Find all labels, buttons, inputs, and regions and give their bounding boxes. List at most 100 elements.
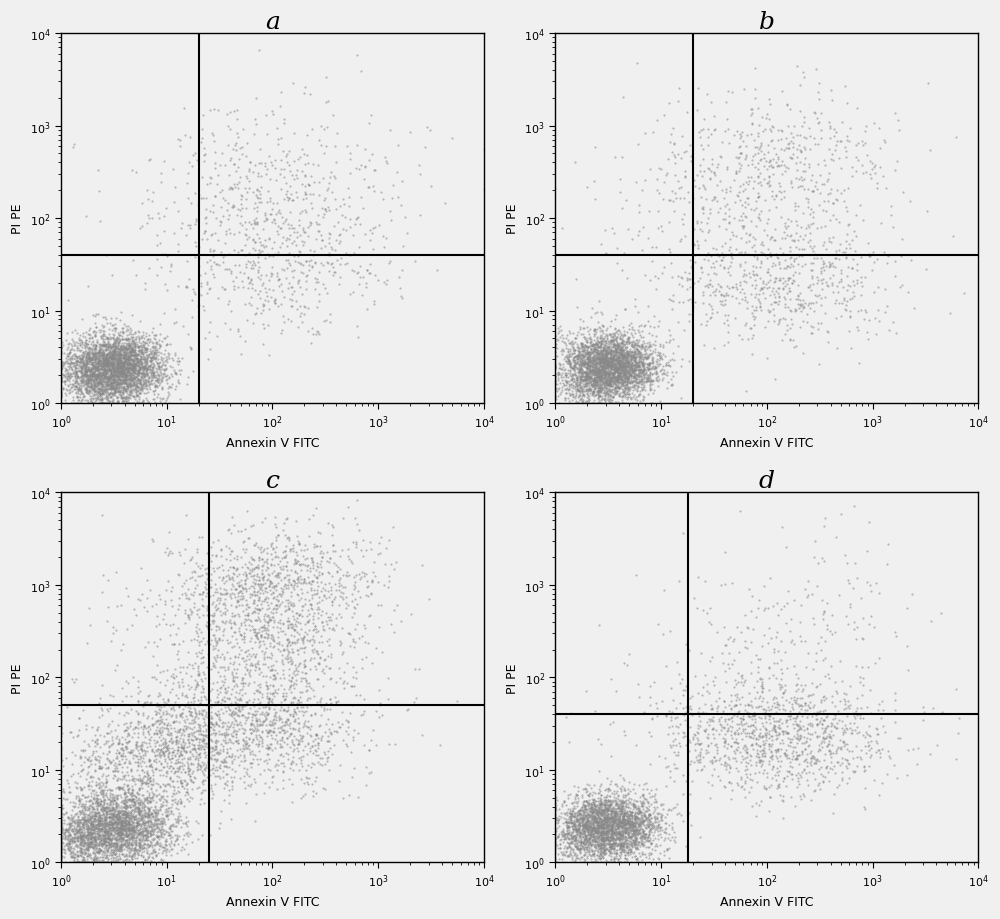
Point bbox=[614, 828, 630, 843]
Point bbox=[134, 360, 150, 375]
Point bbox=[612, 365, 628, 380]
Point bbox=[588, 377, 604, 391]
Point bbox=[139, 764, 155, 778]
Point bbox=[160, 803, 176, 818]
Point bbox=[587, 381, 603, 396]
Point bbox=[91, 323, 107, 338]
Point bbox=[110, 367, 126, 381]
Point bbox=[197, 211, 213, 226]
Point bbox=[53, 734, 69, 749]
Point bbox=[616, 358, 632, 373]
Point bbox=[859, 727, 875, 742]
Point bbox=[125, 819, 141, 834]
Point bbox=[324, 622, 340, 637]
Point bbox=[605, 825, 621, 840]
Point bbox=[751, 294, 767, 309]
Point bbox=[605, 382, 621, 397]
Point bbox=[584, 366, 600, 380]
Point bbox=[255, 571, 271, 585]
Point bbox=[125, 846, 141, 861]
Point bbox=[180, 729, 196, 743]
Point bbox=[118, 373, 134, 388]
Point bbox=[630, 826, 646, 841]
Point bbox=[86, 831, 102, 845]
Point bbox=[264, 216, 280, 231]
Point bbox=[599, 788, 615, 802]
Point bbox=[60, 810, 76, 824]
Point bbox=[131, 823, 147, 837]
Point bbox=[301, 178, 317, 193]
Point bbox=[835, 280, 851, 295]
Point bbox=[618, 823, 634, 837]
Point bbox=[617, 835, 633, 850]
Point bbox=[76, 799, 92, 813]
Point bbox=[100, 370, 116, 385]
Point bbox=[633, 363, 649, 378]
Point bbox=[584, 797, 600, 811]
Point bbox=[90, 362, 106, 377]
Point bbox=[55, 382, 71, 397]
Point bbox=[78, 348, 94, 363]
Point bbox=[129, 815, 145, 830]
Point bbox=[162, 264, 178, 278]
Point bbox=[101, 396, 117, 411]
Point bbox=[617, 782, 633, 797]
Point bbox=[151, 817, 167, 832]
Point bbox=[136, 340, 152, 355]
Point bbox=[117, 346, 133, 361]
Point bbox=[237, 238, 253, 253]
Point bbox=[652, 352, 668, 367]
Point bbox=[567, 389, 583, 403]
Point bbox=[560, 333, 576, 347]
Point bbox=[837, 302, 853, 317]
Point bbox=[591, 833, 607, 847]
Point bbox=[597, 797, 613, 811]
Point bbox=[654, 224, 670, 239]
Point bbox=[776, 184, 792, 199]
Point bbox=[71, 824, 87, 839]
Point bbox=[719, 757, 735, 772]
Point bbox=[136, 794, 152, 809]
Point bbox=[772, 711, 788, 726]
Point bbox=[589, 367, 605, 381]
Point bbox=[601, 358, 617, 373]
Point bbox=[615, 368, 631, 382]
Point bbox=[617, 843, 633, 857]
Point bbox=[590, 349, 606, 364]
Point bbox=[125, 821, 141, 835]
Point bbox=[73, 782, 89, 797]
Point bbox=[594, 836, 610, 851]
Point bbox=[823, 153, 839, 167]
Point bbox=[122, 811, 138, 825]
Point bbox=[248, 211, 264, 226]
Point bbox=[117, 797, 133, 811]
Point bbox=[876, 133, 892, 148]
Point bbox=[118, 834, 134, 849]
Point bbox=[584, 802, 600, 817]
Point bbox=[609, 341, 625, 356]
Point bbox=[817, 746, 833, 761]
Point bbox=[587, 358, 603, 373]
Point bbox=[80, 849, 96, 864]
Point bbox=[226, 662, 242, 676]
Point bbox=[547, 387, 563, 402]
Point bbox=[183, 586, 199, 601]
Point bbox=[137, 769, 153, 784]
Point bbox=[115, 359, 131, 374]
Point bbox=[139, 393, 155, 408]
Point bbox=[581, 352, 597, 367]
Point bbox=[547, 368, 563, 382]
Point bbox=[610, 799, 626, 813]
Point bbox=[181, 612, 197, 627]
Point bbox=[600, 834, 616, 848]
Point bbox=[99, 396, 115, 411]
Point bbox=[138, 791, 154, 806]
Point bbox=[573, 336, 589, 351]
Point bbox=[613, 814, 629, 829]
Point bbox=[609, 824, 625, 839]
Point bbox=[91, 376, 107, 391]
Point bbox=[598, 366, 614, 380]
Point bbox=[619, 824, 635, 839]
Point bbox=[121, 368, 137, 382]
Point bbox=[99, 804, 115, 819]
